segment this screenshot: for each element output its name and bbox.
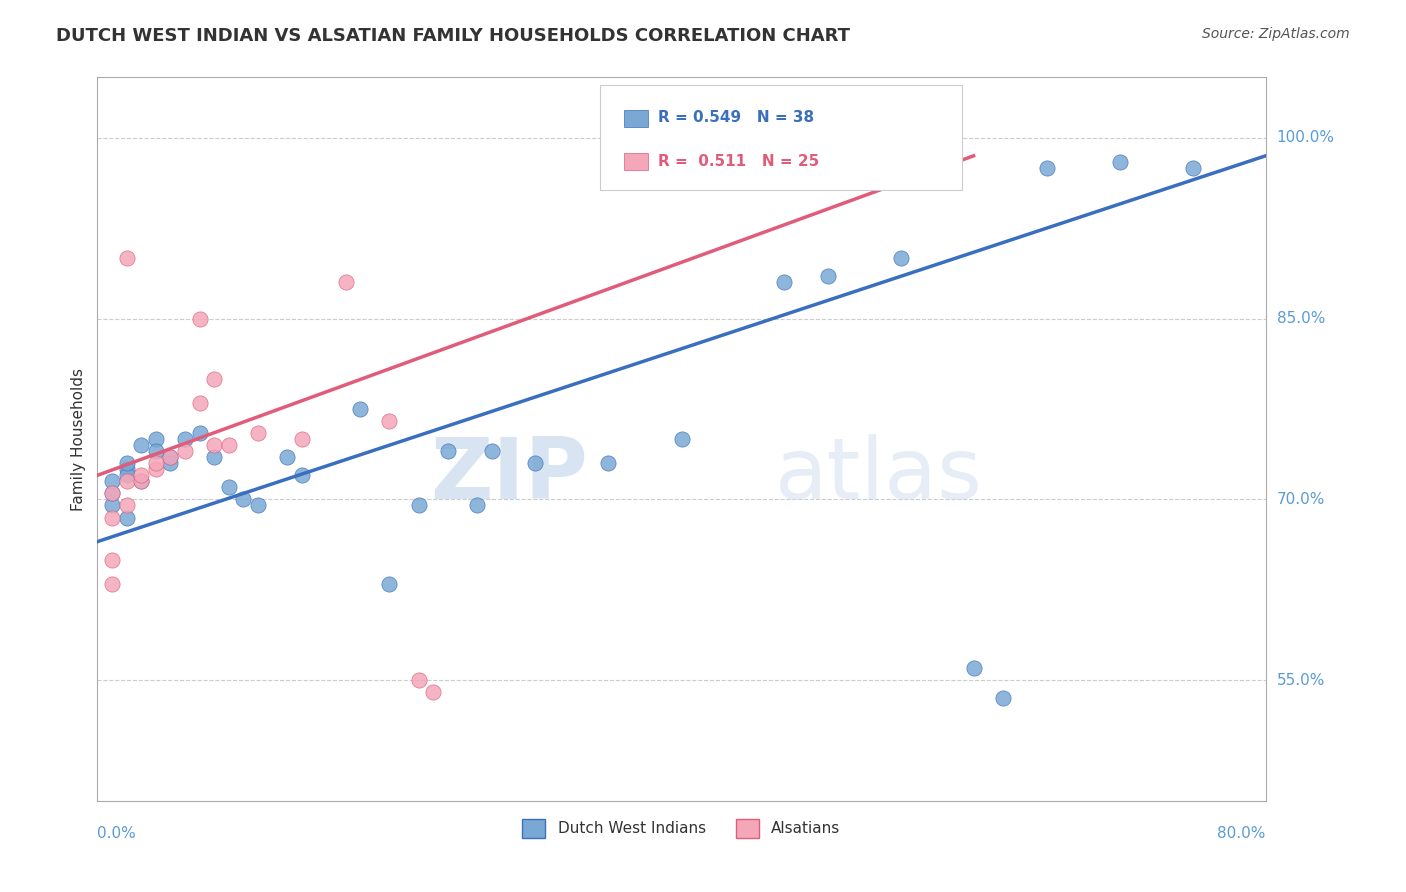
Point bbox=[465, 499, 488, 513]
Point bbox=[101, 499, 124, 513]
Point bbox=[1108, 154, 1130, 169]
Point bbox=[524, 456, 547, 470]
Point bbox=[129, 475, 152, 489]
Point bbox=[101, 553, 124, 567]
Point bbox=[772, 276, 794, 290]
Point bbox=[115, 462, 138, 476]
Point bbox=[232, 492, 254, 507]
Point bbox=[817, 269, 839, 284]
Text: R = 0.549   N = 38: R = 0.549 N = 38 bbox=[658, 111, 814, 126]
Text: R =  0.511   N = 25: R = 0.511 N = 25 bbox=[658, 153, 820, 169]
Text: 70.0%: 70.0% bbox=[1277, 492, 1324, 507]
Point bbox=[962, 661, 984, 675]
Point bbox=[159, 456, 181, 470]
Point bbox=[159, 450, 181, 465]
Point bbox=[291, 432, 314, 446]
Point bbox=[991, 691, 1014, 706]
Point bbox=[378, 577, 401, 591]
Point bbox=[202, 372, 225, 386]
Point bbox=[129, 475, 152, 489]
Point bbox=[378, 414, 401, 428]
Point bbox=[115, 468, 138, 483]
Point bbox=[349, 402, 371, 417]
Point bbox=[115, 475, 138, 489]
Text: atlas: atlas bbox=[775, 434, 983, 516]
Legend: Dutch West Indians, Alsatians: Dutch West Indians, Alsatians bbox=[516, 813, 846, 844]
Point bbox=[145, 462, 167, 476]
Point bbox=[101, 510, 124, 524]
Point bbox=[437, 444, 460, 458]
Point bbox=[101, 577, 124, 591]
Point bbox=[115, 252, 138, 266]
Y-axis label: Family Households: Family Households bbox=[72, 368, 86, 510]
Point bbox=[218, 438, 240, 452]
Text: DUTCH WEST INDIAN VS ALSATIAN FAMILY HOUSEHOLDS CORRELATION CHART: DUTCH WEST INDIAN VS ALSATIAN FAMILY HOU… bbox=[56, 27, 851, 45]
Point bbox=[174, 444, 197, 458]
Point bbox=[671, 432, 693, 446]
Point bbox=[598, 456, 620, 470]
Point bbox=[246, 426, 269, 441]
Point bbox=[129, 468, 152, 483]
Point bbox=[159, 450, 181, 465]
Point bbox=[422, 685, 444, 699]
Point bbox=[335, 276, 357, 290]
Point bbox=[408, 499, 430, 513]
Text: 55.0%: 55.0% bbox=[1277, 673, 1324, 688]
Text: ZIP: ZIP bbox=[430, 434, 588, 516]
Point bbox=[101, 475, 124, 489]
Point bbox=[188, 396, 211, 410]
Point bbox=[101, 486, 124, 500]
Text: 100.0%: 100.0% bbox=[1277, 130, 1334, 145]
Point bbox=[481, 444, 503, 458]
Point bbox=[1181, 161, 1204, 175]
Point bbox=[188, 311, 211, 326]
Point bbox=[246, 499, 269, 513]
FancyBboxPatch shape bbox=[624, 153, 648, 170]
Text: 80.0%: 80.0% bbox=[1218, 826, 1265, 841]
Point bbox=[145, 432, 167, 446]
Point bbox=[101, 486, 124, 500]
Point bbox=[890, 161, 912, 175]
Text: 0.0%: 0.0% bbox=[97, 826, 136, 841]
Point bbox=[202, 438, 225, 452]
Point bbox=[890, 252, 912, 266]
Point bbox=[115, 499, 138, 513]
Point bbox=[129, 438, 152, 452]
Text: Source: ZipAtlas.com: Source: ZipAtlas.com bbox=[1202, 27, 1350, 41]
Point bbox=[291, 468, 314, 483]
Point bbox=[188, 426, 211, 441]
Point bbox=[202, 450, 225, 465]
Point bbox=[218, 480, 240, 494]
Point bbox=[115, 456, 138, 470]
Text: 85.0%: 85.0% bbox=[1277, 311, 1324, 326]
Point bbox=[408, 673, 430, 688]
Point bbox=[145, 456, 167, 470]
Point bbox=[115, 510, 138, 524]
FancyBboxPatch shape bbox=[600, 85, 962, 190]
Point bbox=[145, 444, 167, 458]
Point bbox=[276, 450, 298, 465]
FancyBboxPatch shape bbox=[624, 110, 648, 127]
Point bbox=[1035, 161, 1057, 175]
Point bbox=[174, 432, 197, 446]
